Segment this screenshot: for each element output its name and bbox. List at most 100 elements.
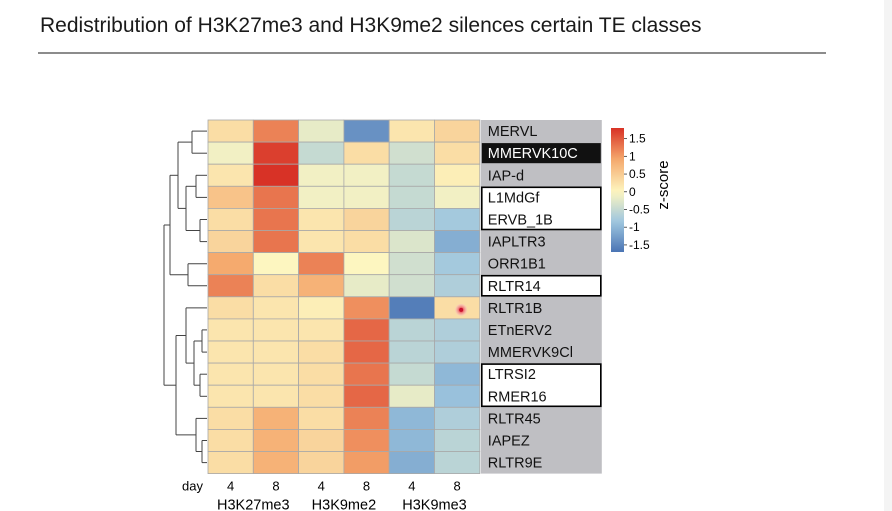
row-label: RLTR14 [488,279,541,295]
heatmap-cell [388,318,435,342]
heatmap-cell [388,141,435,165]
annotation-marker [455,303,468,316]
row-group-box [480,186,602,231]
heatmap-cell [388,296,435,320]
heatmap-cell [388,274,435,298]
column-group-label: H3K27me3 [217,498,290,511]
heatmap-cell [388,230,435,254]
row-group-box [480,363,602,408]
heatmap-cell [207,318,254,342]
heatmap-cell [207,185,254,209]
heatmap-cell [252,362,300,386]
heatmap-cell [207,384,254,408]
heatmap-cell [343,296,390,320]
heatmap-cell [343,274,390,298]
row-label: IAP-d [488,168,524,184]
heatmap-cell [434,406,481,430]
row-label: RMER16 [488,389,547,405]
heatmap-cell [343,362,390,386]
heatmap-cell [434,362,481,386]
heatmap-cell [388,340,435,364]
heatmap-cell [252,230,300,254]
column-tick-label: 8 [363,479,370,494]
heatmap-cell [207,163,254,187]
slide-title: Redistribution of H3K27me3 and H3K9me2 s… [40,14,702,37]
row-label: RLTR45 [488,411,541,427]
row-label: LTRSI2 [488,367,536,383]
heatmap-cell [298,362,345,386]
heatmap-cell [434,119,481,143]
heatmap-cell [298,296,345,320]
heatmap-cell [207,141,254,165]
heatmap-cell [207,406,254,430]
heatmap-cell [343,428,390,452]
colorbar-tick-label: 0.5 [629,167,646,181]
heatmap-cell [434,451,481,475]
heatmap-cell [388,384,435,408]
window-edge [884,0,892,511]
heatmap-cell [252,451,300,475]
heatmap-cell [207,230,254,254]
heatmap-cell [343,318,390,342]
colorbar-tick-label: 1 [629,149,636,163]
heatmap-cell [207,207,254,231]
heatmap-cell [298,230,345,254]
cursor-dot [459,307,464,312]
row-label: ETnERV2 [488,323,552,339]
heatmap-cell [298,141,345,165]
heatmap-cell [343,163,390,187]
heatmap-cell [298,428,345,452]
row-label: L1MdGf [488,190,541,206]
heatmap-cell [434,428,481,452]
heatmap-cell [434,207,481,231]
heatmap-cell [252,340,300,364]
colorbar-tick-label: -0.5 [629,202,650,216]
heatmap-cell [343,141,390,165]
column-tick-label: 4 [318,479,325,494]
heatmap-cell [388,252,435,276]
heatmap-cell [298,340,345,364]
colorbar-title: z-score [655,160,672,209]
heatmap-cell [343,230,390,254]
colorbar-legend: 1.5 1 0.5 0 -0.5 -1 -1.5 z-score [611,128,672,252]
heatmap-cell [434,230,481,254]
row-label-band [480,120,602,474]
heatmap-cell [388,119,435,143]
heatmap-cell [388,428,435,452]
colorbar-tick-label: 0 [629,185,636,199]
heatmap-cell [298,119,345,143]
heatmap-cell [388,185,435,209]
heatmap-cell [343,340,390,364]
colorbar-tick-label: 1.5 [629,132,646,146]
row-label: RLTR1B [488,301,543,317]
heatmap-cell [388,406,435,430]
heatmap-cell [343,406,390,430]
heatmap-cell [343,252,390,276]
heatmap-cell [207,119,254,143]
colorbar-gradient [611,128,624,252]
heatmap-cell [343,384,390,408]
heatmap-cell [298,185,345,209]
heatmap-cell [207,296,254,320]
colorbar-tick-label: -1 [629,220,640,234]
heatmap-cell [388,451,435,475]
row-label: ORR1B1 [488,257,546,273]
heatmap-cell [343,185,390,209]
heatmap-cell [207,340,254,364]
heatmap-cell [298,252,345,276]
heatmap-cell [252,163,300,187]
x-prefix-label: day [182,479,203,494]
row-label: MMERVK9Cl [488,345,573,361]
heatmap-cell [252,318,300,342]
heatmap-cell [298,163,345,187]
colorbar-tick-label: -1.5 [629,238,650,252]
heatmap-cell [388,163,435,187]
row-label: IAPLTR3 [488,235,546,251]
heatmap-cell [388,207,435,231]
heatmap-cell [207,274,254,298]
heatmap-cell [298,384,345,408]
heatmap-cell [434,141,481,165]
heatmap-cell [207,252,254,276]
heatmap-cell [434,340,481,364]
